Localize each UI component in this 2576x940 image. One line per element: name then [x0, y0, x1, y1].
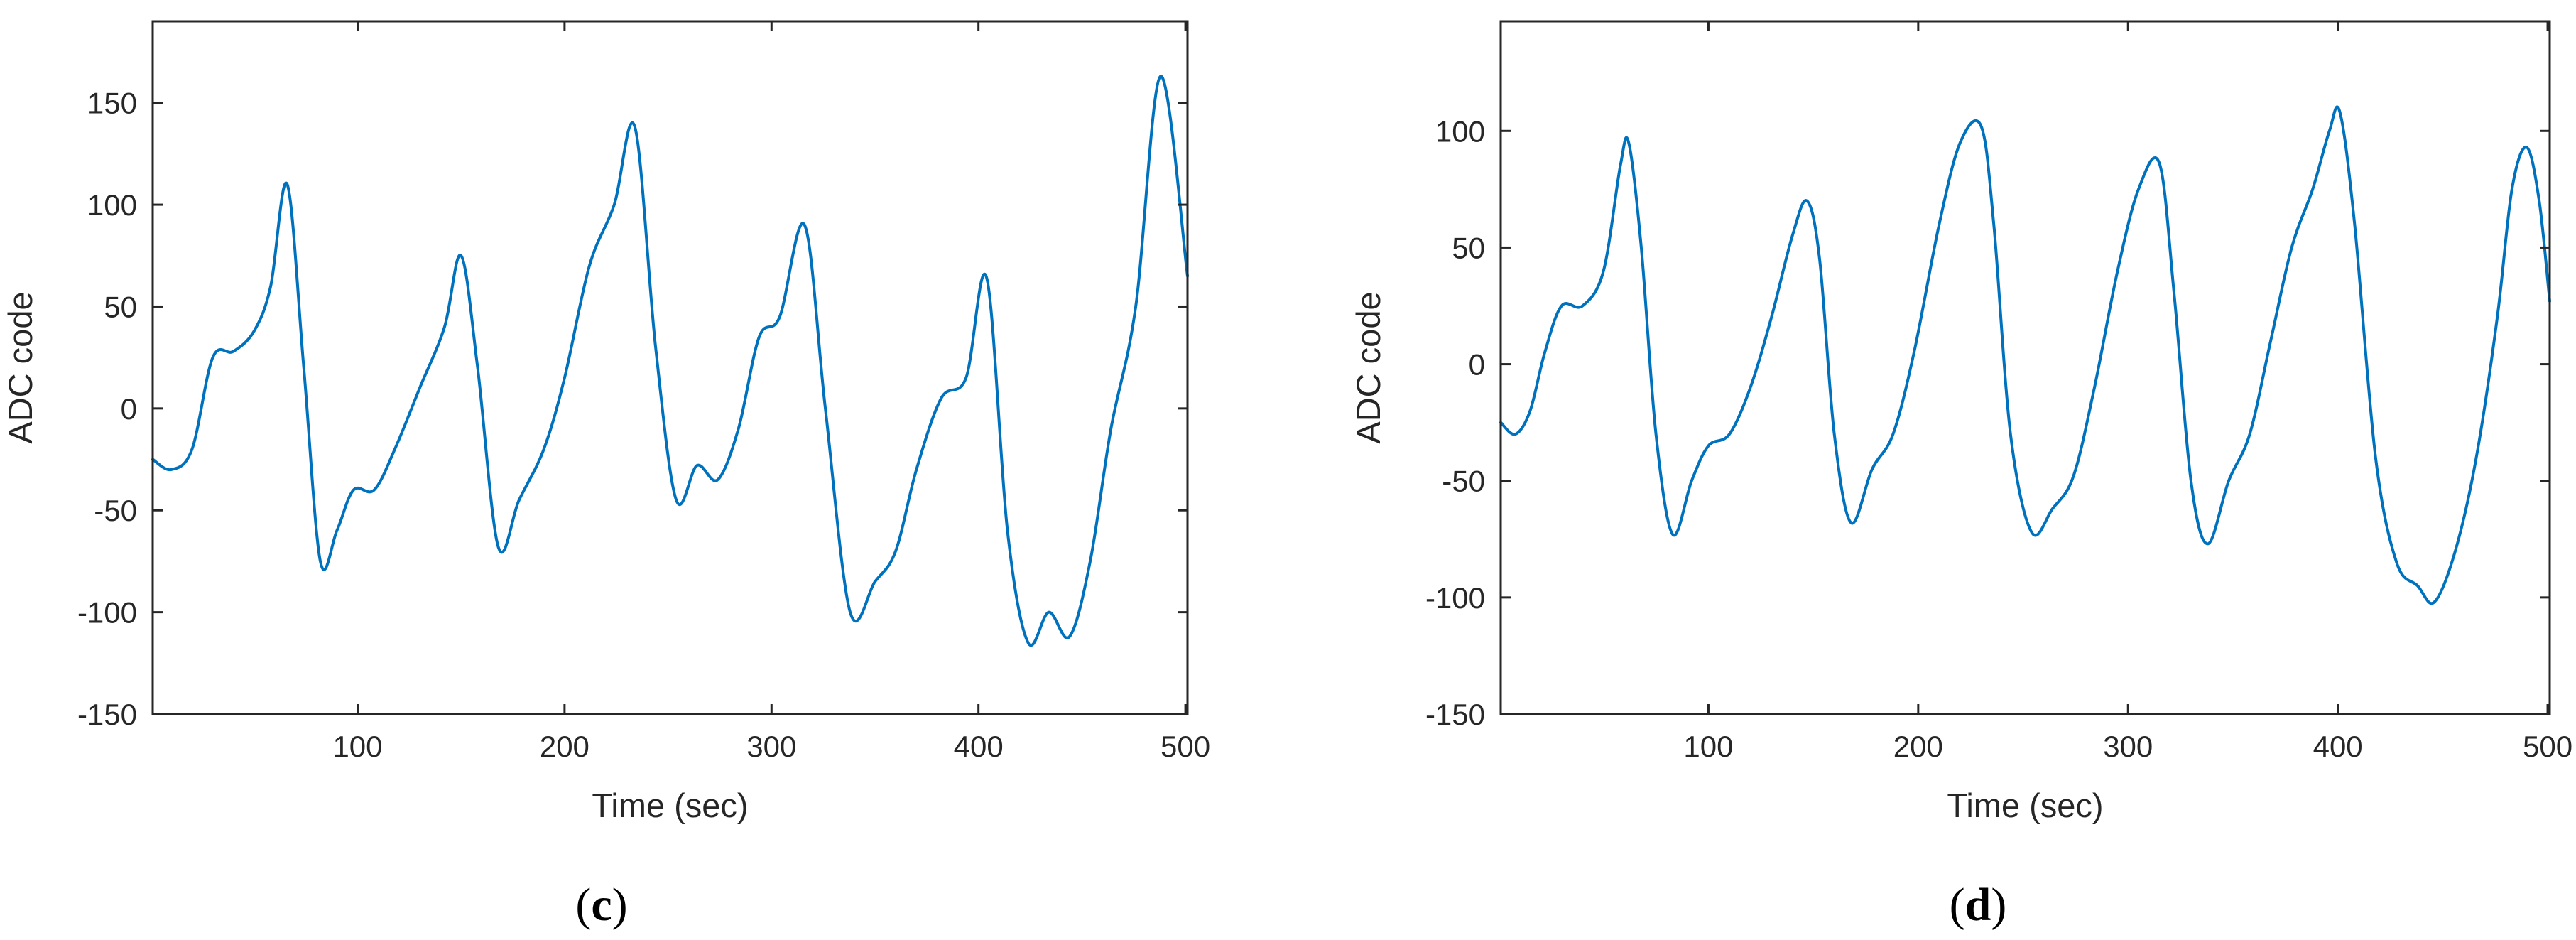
y-tick-label-d-100: 100 — [1435, 114, 1485, 148]
y-tick-label-c--100: -100 — [77, 596, 137, 630]
y-tick-label-c-100: 100 — [87, 188, 137, 222]
y-axis-title-c: ADC code — [1, 291, 39, 443]
y-tick-label-c--150: -150 — [77, 698, 137, 731]
y-ticks-c: -150 -100 -50 0 50 100 150 — [77, 87, 1188, 731]
x-tick-label-c-100: 100 — [332, 730, 382, 763]
x-tick-label-c-300: 300 — [746, 730, 796, 763]
x-tick-label-c-500: 500 — [1161, 730, 1210, 763]
y-tick-label-d-50: 50 — [1452, 231, 1485, 264]
x-tick-label-d-200: 200 — [1893, 730, 1943, 763]
y-tick-label-c--50: -50 — [94, 494, 137, 527]
panel-label-letter-c: c — [591, 879, 612, 931]
x-tick-label-d-100: 100 — [1683, 730, 1733, 763]
y-tick-label-c-50: 50 — [104, 290, 137, 323]
x-tick-label-d-500: 500 — [2523, 730, 2572, 763]
y-tick-label-d--50: -50 — [1442, 465, 1485, 498]
y-tick-label-d-0: 0 — [1469, 348, 1485, 382]
panel-label-c: (c) — [575, 879, 627, 931]
x-tick-label-d-400: 400 — [2313, 730, 2363, 763]
x-tick-label-c-400: 400 — [954, 730, 1004, 763]
panel-label-letter-d: d — [1965, 879, 1991, 931]
plot-frame-c — [151, 20, 1189, 715]
y-tick-label-d--100: -100 — [1425, 581, 1485, 615]
x-ticks-d: 100 200 300 400 500 — [1683, 21, 2572, 763]
x-ticks-c: 100 200 300 400 500 — [332, 21, 1210, 763]
y-tick-label-c-0: 0 — [121, 392, 137, 426]
x-tick-label-d-300: 300 — [2103, 730, 2153, 763]
x-tick-label-c-200: 200 — [540, 730, 589, 763]
x-axis-title-c: Time (sec) — [592, 787, 748, 824]
y-tick-label-c-150: 150 — [87, 87, 137, 120]
y-ticks-d: -150 -100 -50 0 50 100 — [1425, 114, 2550, 731]
y-tick-label-d--150: -150 — [1425, 698, 1485, 731]
plot-frame-d — [1499, 20, 2551, 715]
series-line-d — [1499, 105, 2551, 605]
series-line-c — [151, 75, 1189, 647]
chart-panel-d: 100 200 300 400 500 -150 -100 -50 0 50 100 Time (… — [1349, 20, 2572, 931]
x-axis-title-d: Time (sec) — [1947, 787, 2103, 824]
chart-panel-c: 100 200 300 400 500 -150 -100 -50 0 50 100 150 Tim… — [1, 20, 1210, 931]
panel-label-d: (d) — [1950, 879, 2007, 931]
y-axis-title-d: ADC code — [1349, 291, 1387, 443]
